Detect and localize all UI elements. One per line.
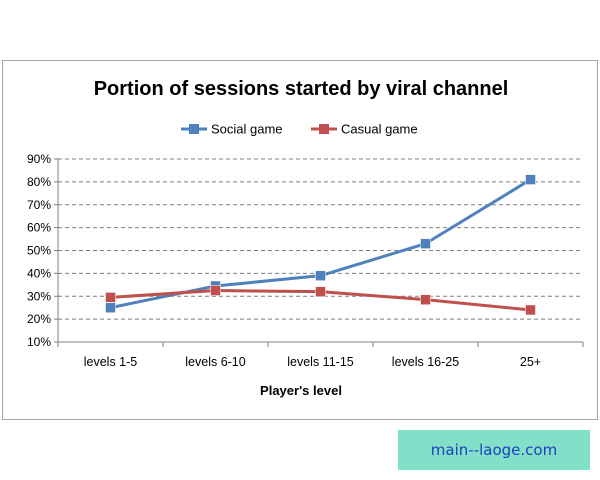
data-point-marker <box>315 270 326 281</box>
data-point-marker <box>315 286 326 297</box>
chart-title: Portion of sessions started by viral cha… <box>94 78 509 100</box>
x-axis-title: Player's level <box>260 383 342 398</box>
chart-legend: Social game Casual game <box>181 122 418 137</box>
y-tick-label: 70% <box>27 198 51 212</box>
x-tick-label: levels 11-15 <box>287 355 354 369</box>
data-point-marker <box>525 304 536 316</box>
data-point-marker <box>420 238 431 249</box>
data-point-marker <box>105 302 116 313</box>
x-tick-label: levels 6-10 <box>185 355 245 369</box>
legend-label: Social game <box>211 122 283 137</box>
x-tick-label: levels 16-25 <box>392 355 459 369</box>
y-tick-label: 90% <box>27 152 51 166</box>
data-point-marker <box>420 294 431 305</box>
plot-area: 10% 20% 30% 40% 50% 60% 70% 80% 90% levels 1-5 lev… <box>27 152 584 369</box>
watermark: main--laoge.com <box>398 430 590 470</box>
chart-frame: Portion of sessions started by viral cha… <box>2 60 598 420</box>
y-tick-label: 30% <box>27 289 51 303</box>
data-point-marker <box>105 292 116 303</box>
legend-marker <box>319 124 329 134</box>
legend-marker <box>189 124 199 134</box>
x-tick-label: 25+ <box>520 355 541 369</box>
data-point-marker <box>210 285 221 296</box>
data-point-marker <box>525 174 536 185</box>
line-chart: Portion of sessions started by viral cha… <box>27 78 584 398</box>
y-tick-label: 20% <box>27 312 51 326</box>
y-tick-label: 50% <box>27 244 51 258</box>
y-tick-label: 40% <box>27 266 51 280</box>
y-tick-label: 60% <box>27 221 51 235</box>
y-tick-label: 80% <box>27 175 51 189</box>
y-tick-label: 10% <box>27 335 51 349</box>
legend-label: Casual game <box>341 122 418 137</box>
x-tick-label: levels 1-5 <box>84 355 138 369</box>
